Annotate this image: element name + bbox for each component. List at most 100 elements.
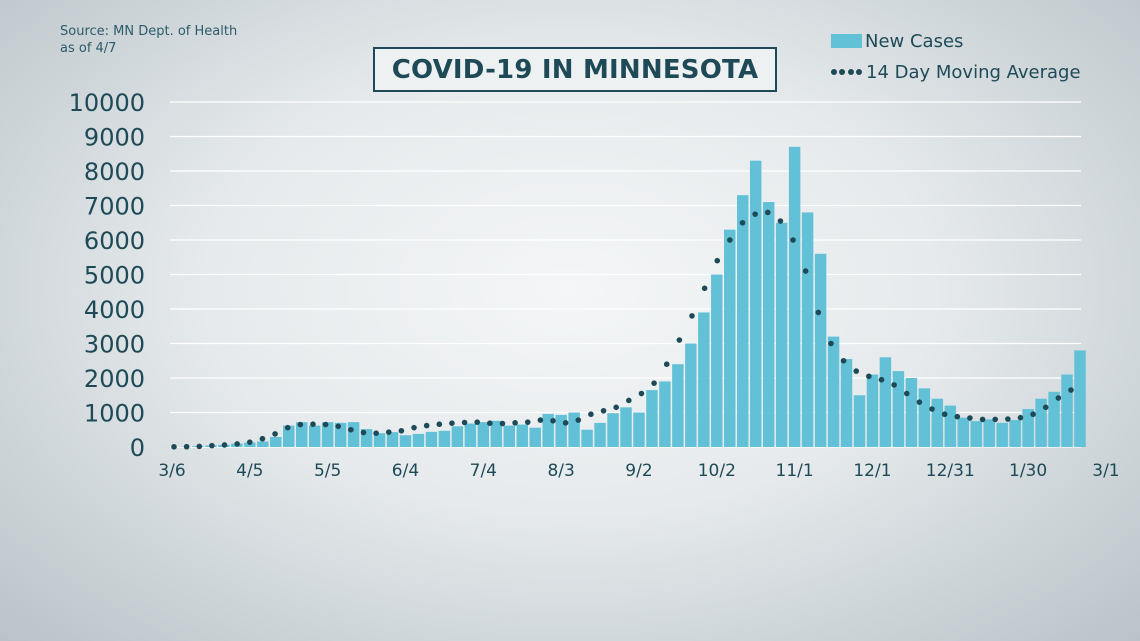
bar bbox=[801, 212, 814, 447]
x-tick-label: 3/1 bbox=[1092, 461, 1119, 481]
moving-average-point bbox=[537, 417, 544, 423]
bar bbox=[659, 381, 671, 447]
moving-average-point bbox=[626, 397, 632, 404]
moving-average-point bbox=[524, 419, 531, 425]
legend-label-new-cases: New Cases bbox=[865, 30, 964, 52]
bar bbox=[308, 425, 321, 447]
bar bbox=[490, 420, 503, 447]
bar bbox=[283, 425, 295, 447]
moving-average-point bbox=[474, 419, 481, 425]
moving-average-point bbox=[1017, 414, 1024, 421]
moving-average-point bbox=[297, 421, 304, 428]
moving-average-point bbox=[247, 439, 253, 445]
bar bbox=[996, 422, 1008, 447]
y-tick-label: 1000 bbox=[84, 400, 145, 428]
legend-swatch-bar bbox=[831, 34, 862, 48]
bar bbox=[257, 441, 269, 447]
moving-average-point bbox=[436, 421, 443, 428]
y-axis-ticks: 0 1000 2000 3000 4000 5000 6000 7000 8000 9000 100… bbox=[69, 89, 145, 462]
moving-average-point bbox=[588, 411, 594, 418]
legend: New Cases 14 Day Moving Average bbox=[831, 30, 1081, 92]
bar bbox=[672, 364, 684, 447]
bar bbox=[347, 422, 360, 447]
x-tick-label: 12/31 bbox=[926, 461, 975, 481]
moving-average-point bbox=[171, 444, 177, 450]
y-tick-label: 4000 bbox=[84, 296, 145, 324]
moving-average-point bbox=[979, 416, 986, 423]
moving-average-point bbox=[335, 423, 342, 430]
moving-average-point bbox=[764, 209, 771, 216]
as-of-line: as of 4/7 bbox=[60, 41, 117, 56]
moving-average-point bbox=[284, 424, 291, 431]
x-tick-label: 5/5 bbox=[314, 461, 341, 481]
bar bbox=[1048, 391, 1060, 447]
moving-average-point bbox=[310, 421, 316, 428]
bar bbox=[529, 427, 541, 447]
bar bbox=[905, 378, 918, 447]
bar bbox=[620, 407, 632, 447]
moving-average-point bbox=[866, 373, 872, 380]
bar-series bbox=[166, 146, 1086, 447]
moving-average-point bbox=[676, 337, 683, 343]
x-tick-label: 12/1 bbox=[853, 461, 891, 481]
moving-average-point bbox=[689, 313, 695, 319]
moving-average-point bbox=[600, 407, 607, 414]
moving-average-point bbox=[550, 417, 556, 424]
x-tick-label: 3/6 bbox=[158, 461, 185, 481]
moving-average-point bbox=[790, 237, 796, 243]
bar bbox=[1022, 409, 1034, 447]
y-tick-label: 7000 bbox=[84, 193, 145, 221]
moving-average-point bbox=[209, 442, 215, 449]
moving-average-point bbox=[727, 237, 733, 243]
bar bbox=[321, 422, 334, 447]
x-tick-label: 8/3 bbox=[547, 461, 574, 481]
bar bbox=[646, 390, 658, 447]
y-tick-label: 2000 bbox=[84, 365, 145, 393]
moving-average-point bbox=[411, 424, 417, 431]
moving-average-point bbox=[221, 442, 228, 448]
bar bbox=[931, 398, 944, 447]
x-tick-label: 4/5 bbox=[236, 461, 263, 481]
bar bbox=[957, 417, 969, 447]
bar bbox=[503, 425, 515, 447]
bar bbox=[983, 419, 995, 447]
moving-average-point bbox=[373, 430, 379, 437]
moving-average-point bbox=[272, 431, 278, 437]
source-line: Source: MN Dept. of Health bbox=[60, 24, 238, 39]
moving-average-point bbox=[828, 340, 834, 347]
bar bbox=[724, 229, 736, 447]
moving-average-point bbox=[461, 419, 468, 426]
x-tick-label: 10/2 bbox=[698, 461, 736, 481]
bar bbox=[412, 433, 425, 447]
grid-lines bbox=[170, 101, 1081, 448]
x-tick-label: 11/1 bbox=[776, 461, 814, 481]
bar bbox=[1061, 374, 1073, 447]
moving-average-point bbox=[613, 404, 619, 411]
legend-item-moving-average: 14 Day Moving Average bbox=[831, 61, 1081, 83]
moving-average-point bbox=[575, 417, 582, 423]
moving-average-point bbox=[739, 219, 746, 226]
chart-title-box: COVID-19 IN MINNESOTA bbox=[373, 47, 777, 92]
x-axis-ticks: 3/6 4/5 5/5 6/4 7/4 8/3 9/2 10/2 11/1 12/1 12/31 1/… bbox=[158, 461, 1119, 481]
bar bbox=[425, 431, 438, 447]
bar bbox=[866, 374, 879, 447]
bar bbox=[879, 357, 892, 447]
bar bbox=[386, 432, 399, 447]
bar bbox=[1035, 398, 1047, 447]
moving-average-point bbox=[878, 376, 885, 383]
moving-average-point bbox=[840, 357, 847, 364]
bar bbox=[542, 413, 554, 447]
moving-average-point bbox=[777, 218, 784, 224]
bar bbox=[451, 426, 464, 447]
y-tick-label: 9000 bbox=[84, 124, 145, 152]
bar bbox=[555, 414, 567, 447]
moving-average-point bbox=[752, 211, 758, 217]
bar bbox=[270, 436, 282, 447]
moving-average-point bbox=[360, 429, 367, 436]
moving-average-point bbox=[1005, 416, 1011, 422]
moving-average-series bbox=[171, 209, 1074, 450]
legend-swatch-dots bbox=[831, 69, 862, 75]
moving-average-point bbox=[903, 390, 910, 397]
bar bbox=[775, 222, 788, 447]
moving-average-point bbox=[853, 368, 860, 374]
